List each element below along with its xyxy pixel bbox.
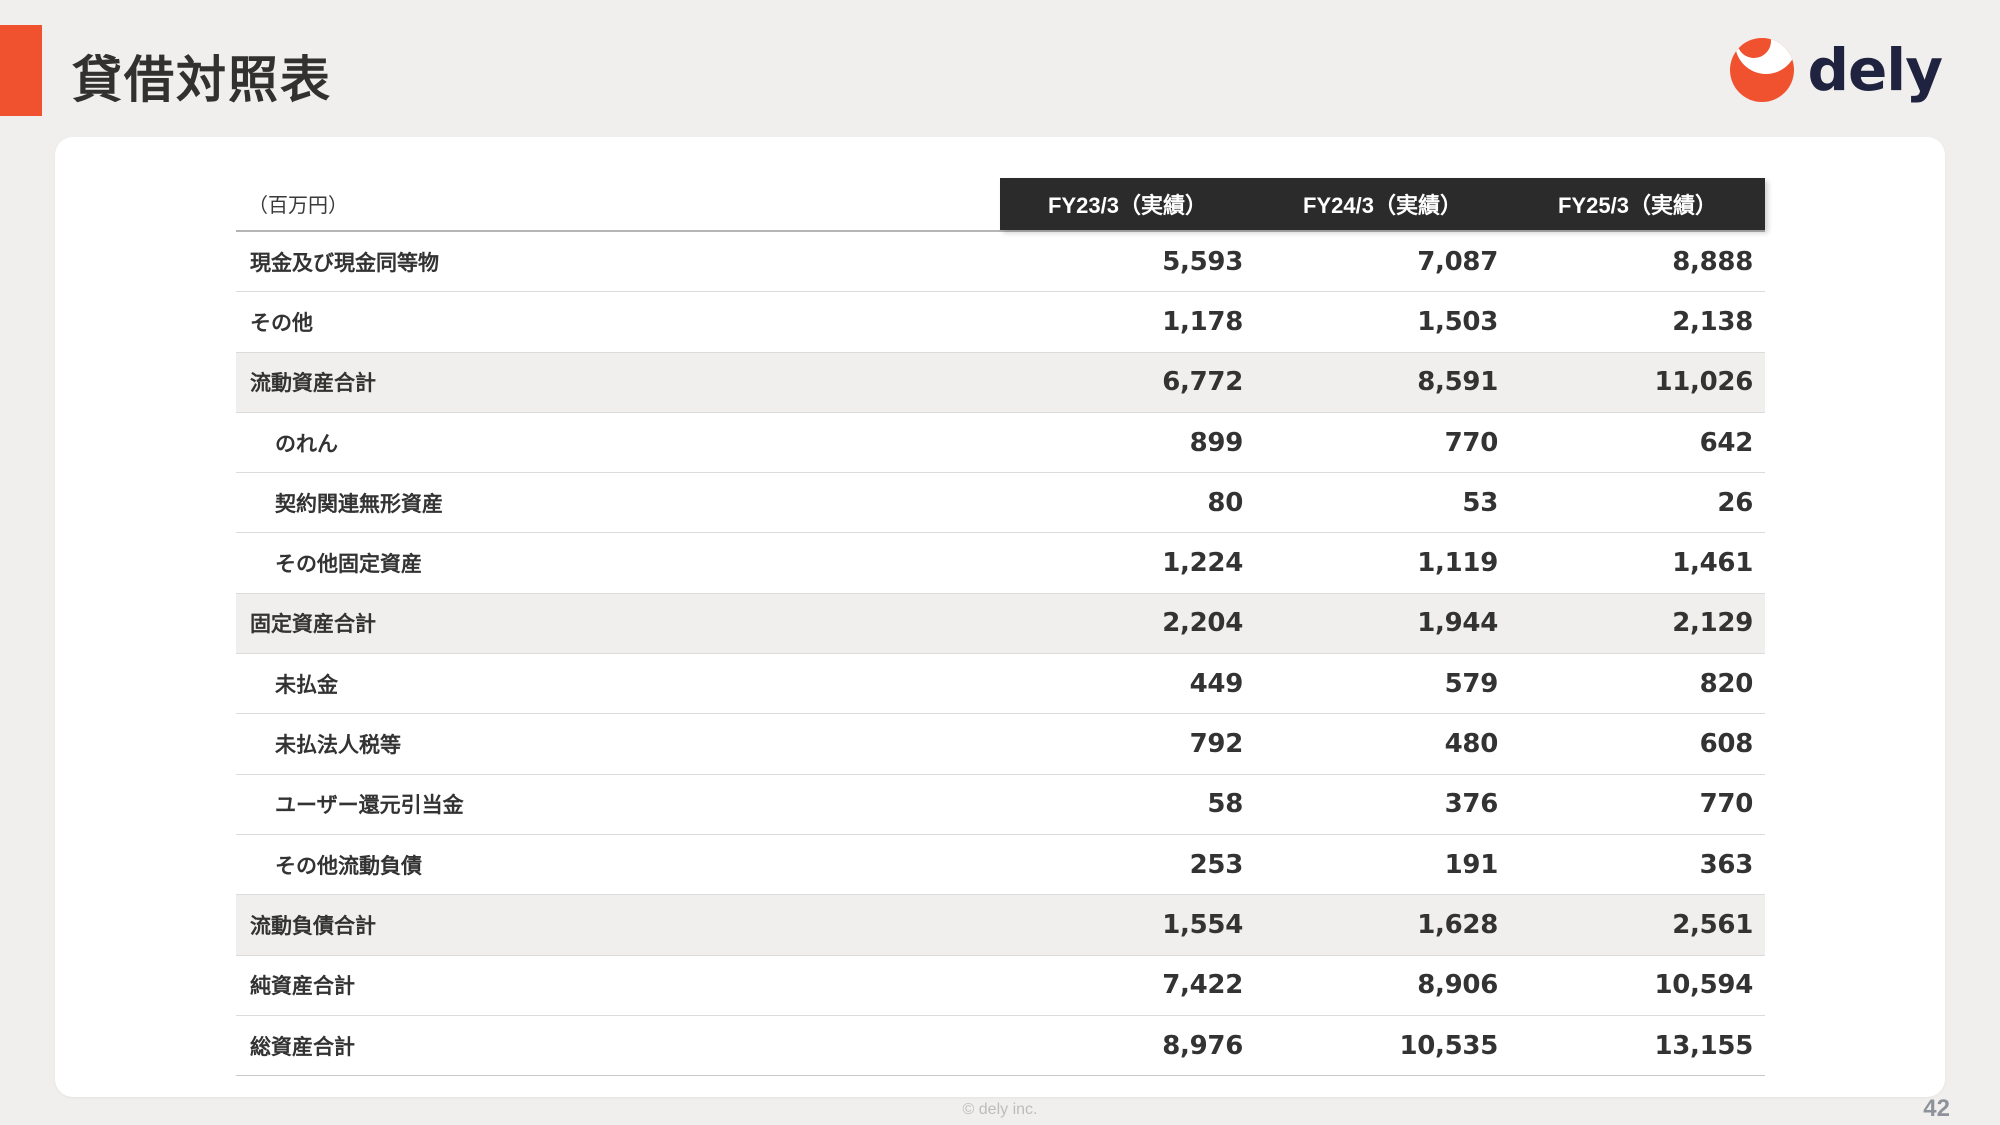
balance-sheet-table: （百万円） FY23/3（実績） FY24/3（実績） FY25/3（実績） 現…	[236, 178, 1765, 1077]
row-value-fy24: 7,087	[1417, 246, 1498, 277]
table-row: 純資産合計 7,422 8,906 10,594	[236, 956, 1765, 1016]
row-value-fy25: 8,888	[1672, 246, 1753, 277]
row-value-fy25: 608	[1699, 729, 1754, 760]
row-label: 流動負債合計	[250, 914, 376, 938]
row-label: 流動資産合計	[250, 372, 376, 396]
row-value-fy24: 8,591	[1417, 367, 1498, 398]
row-value-fy23: 6,772	[1162, 367, 1243, 398]
row-value-fy25: 11,026	[1654, 367, 1753, 398]
row-value-fy24: 1,628	[1417, 909, 1498, 940]
row-value-fy23: 80	[1207, 487, 1243, 518]
row-value-fy23: 5,593	[1162, 246, 1243, 277]
row-value-fy24: 8,906	[1417, 970, 1498, 1001]
row-value-fy24: 770	[1444, 427, 1499, 458]
row-label: 契約関連無形資産	[275, 492, 443, 516]
page-title: 貸借対照表	[72, 52, 332, 108]
table-row: その他 1,178 1,503 2,138	[236, 292, 1765, 353]
table-row: 固定資産合計 2,204 1,944 2,129	[236, 593, 1765, 655]
table-row: 流動資産合計 6,772 8,591 11,026	[236, 352, 1765, 413]
table-row: ユーザー還元引当金 58 376 770	[236, 775, 1765, 835]
row-value-fy23: 899	[1189, 427, 1244, 458]
column-header: FY24/3（実績）	[1303, 193, 1462, 218]
table-row: 契約関連無形資産 80 53 26	[236, 473, 1765, 534]
row-label: 純資産合計	[250, 975, 355, 999]
copyright: © dely inc.	[962, 1101, 1038, 1118]
row-value-fy25: 2,138	[1672, 306, 1753, 337]
row-label: 未払金	[275, 673, 338, 697]
row-value-fy23: 1,554	[1162, 909, 1243, 940]
row-label: 固定資産合計	[250, 613, 376, 637]
row-value-fy24: 579	[1444, 668, 1499, 699]
column-header: FY25/3（実績）	[1558, 193, 1717, 218]
row-value-fy23: 449	[1189, 668, 1244, 699]
row-value-fy24: 53	[1462, 487, 1498, 518]
column-header-group: FY23/3（実績） FY24/3（実績） FY25/3（実績）	[1000, 178, 1765, 230]
accent-bar	[0, 25, 42, 116]
table-row: 現金及び現金同等物 5,593 7,087 8,888	[236, 232, 1765, 293]
row-value-fy25: 770	[1699, 789, 1754, 820]
logo-text: dely	[1807, 36, 1943, 104]
row-label: ユーザー還元引当金	[275, 794, 464, 818]
row-value-fy23: 792	[1189, 729, 1244, 760]
row-value-fy25: 363	[1699, 849, 1754, 880]
table-row: その他固定資産 1,224 1,119 1,461	[236, 533, 1765, 594]
dely-logo: dely	[1730, 36, 1943, 104]
row-label: その他流動負債	[275, 854, 422, 878]
unit-label: （百万円）	[248, 195, 348, 217]
row-value-fy23: 2,204	[1162, 608, 1243, 639]
row-value-fy24: 1,944	[1417, 608, 1498, 639]
row-value-fy25: 2,129	[1672, 608, 1753, 639]
row-value-fy24: 1,119	[1417, 548, 1498, 579]
row-value-fy25: 13,155	[1654, 1030, 1753, 1061]
row-value-fy24: 10,535	[1399, 1030, 1498, 1061]
row-label: 総資産合計	[250, 1035, 355, 1059]
column-header: FY23/3（実績）	[1048, 193, 1207, 218]
row-value-fy23: 1,178	[1162, 306, 1243, 337]
table-row: 流動負債合計 1,554 1,628 2,561	[236, 895, 1765, 956]
row-label: その他固定資産	[275, 553, 422, 577]
row-value-fy24: 1,503	[1417, 306, 1498, 337]
row-value-fy25: 642	[1699, 427, 1754, 458]
row-value-fy25: 1,461	[1672, 548, 1753, 579]
row-label: 未払法人税等	[275, 734, 401, 758]
row-value-fy24: 480	[1444, 729, 1499, 760]
content-card: （百万円） FY23/3（実績） FY24/3（実績） FY25/3（実績） 現…	[55, 137, 1945, 1097]
row-value-fy23: 253	[1189, 849, 1244, 880]
row-label: のれん	[275, 432, 338, 456]
row-value-fy25: 2,561	[1672, 909, 1753, 940]
row-value-fy23: 7,422	[1162, 970, 1243, 1001]
row-value-fy23: 8,976	[1162, 1030, 1243, 1061]
table-body: 現金及び現金同等物 5,593 7,087 8,888 その他 1,178 1,…	[236, 232, 1765, 1077]
row-value-fy23: 58	[1207, 789, 1243, 820]
row-value-fy23: 1,224	[1162, 548, 1243, 579]
row-value-fy24: 376	[1444, 789, 1499, 820]
row-value-fy25: 26	[1717, 487, 1753, 518]
dely-logo-icon	[1730, 38, 1795, 102]
table-row: 未払法人税等 792 480 608	[236, 714, 1765, 775]
table-row: その他流動負債 253 191 363	[236, 835, 1765, 896]
table-header-row: （百万円） FY23/3（実績） FY24/3（実績） FY25/3（実績）	[236, 178, 1765, 232]
table-row: のれん 899 770 642	[236, 413, 1765, 474]
page-number: 42	[1923, 1095, 1950, 1122]
row-value-fy25: 820	[1699, 668, 1754, 699]
row-label: 現金及び現金同等物	[250, 251, 439, 275]
table-row: 総資産合計 8,976 10,535 13,155	[236, 1016, 1765, 1077]
row-value-fy24: 191	[1444, 849, 1499, 880]
row-label: その他	[250, 311, 313, 335]
row-value-fy25: 10,594	[1654, 970, 1753, 1001]
table-row: 未払金 449 579 820	[236, 654, 1765, 715]
